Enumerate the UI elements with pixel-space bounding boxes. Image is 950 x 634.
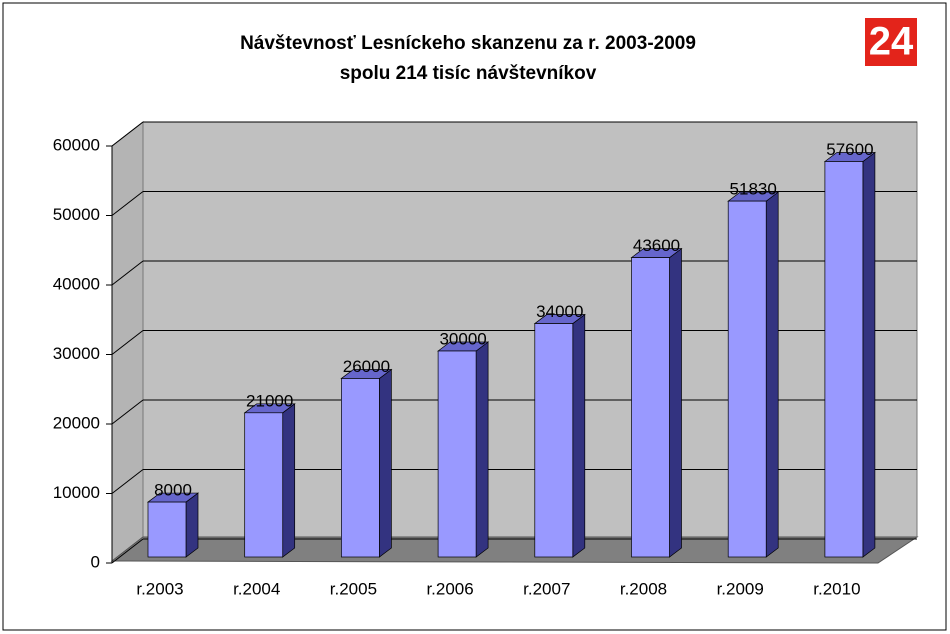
logo: 24 <box>869 20 914 64</box>
y-tick-label: 20000 <box>53 413 100 432</box>
grid-line <box>111 330 144 355</box>
value-label: 8000 <box>154 481 192 500</box>
chart-subtitle: spolu 214 tisíc návštevníkov <box>340 63 597 84</box>
bar <box>727 200 767 558</box>
y-tick-label: 30000 <box>53 344 100 363</box>
y-tick-label: 40000 <box>53 274 100 293</box>
x-tick-label: r.2009 <box>717 579 764 598</box>
bar-side <box>475 341 489 558</box>
grid-line <box>111 191 144 216</box>
bar-side <box>379 368 392 558</box>
value-label: 57600 <box>826 140 873 159</box>
chart-title: Návštevnosť Lesníckeho skanzenu za r. 20… <box>240 33 696 54</box>
bar-side <box>765 191 779 558</box>
x-tick-label: r.2007 <box>523 579 570 598</box>
x-tick-label: r.2004 <box>233 579 280 598</box>
value-label: 34000 <box>536 302 583 321</box>
y-tick-label: 0 <box>91 552 100 571</box>
bar-side <box>862 151 876 558</box>
value-label: 26000 <box>343 357 390 376</box>
x-tick-label: r.2003 <box>136 579 183 598</box>
bar-side <box>282 403 296 558</box>
bar <box>631 257 670 558</box>
bar-side <box>669 247 682 558</box>
grid-line <box>111 399 144 425</box>
bar <box>244 412 284 558</box>
floor <box>110 536 919 564</box>
bar <box>437 350 477 558</box>
bar-side <box>572 313 586 558</box>
x-tick-label: r.2008 <box>620 579 667 598</box>
grid-line <box>111 469 144 494</box>
bar <box>341 378 380 558</box>
bar <box>534 323 574 558</box>
grid-line <box>111 260 144 286</box>
x-tick-label: r.2010 <box>813 579 860 598</box>
x-tick-label: r.2005 <box>330 579 377 598</box>
grid-line <box>111 121 144 147</box>
y-tick-label: 10000 <box>53 483 100 502</box>
y-tick-label: 50000 <box>53 205 100 224</box>
bar-side <box>185 492 199 558</box>
bar <box>824 161 864 558</box>
side-wall <box>111 120 144 563</box>
bar <box>147 501 187 558</box>
y-tick-label: 60000 <box>53 135 100 154</box>
value-label: 43600 <box>633 236 680 255</box>
value-label: 30000 <box>439 329 486 348</box>
value-label: 21000 <box>246 391 293 410</box>
x-tick-label: r.2006 <box>426 579 473 598</box>
logo-box <box>865 18 917 66</box>
grid-line <box>111 538 144 564</box>
value-label: 51830 <box>730 180 777 199</box>
